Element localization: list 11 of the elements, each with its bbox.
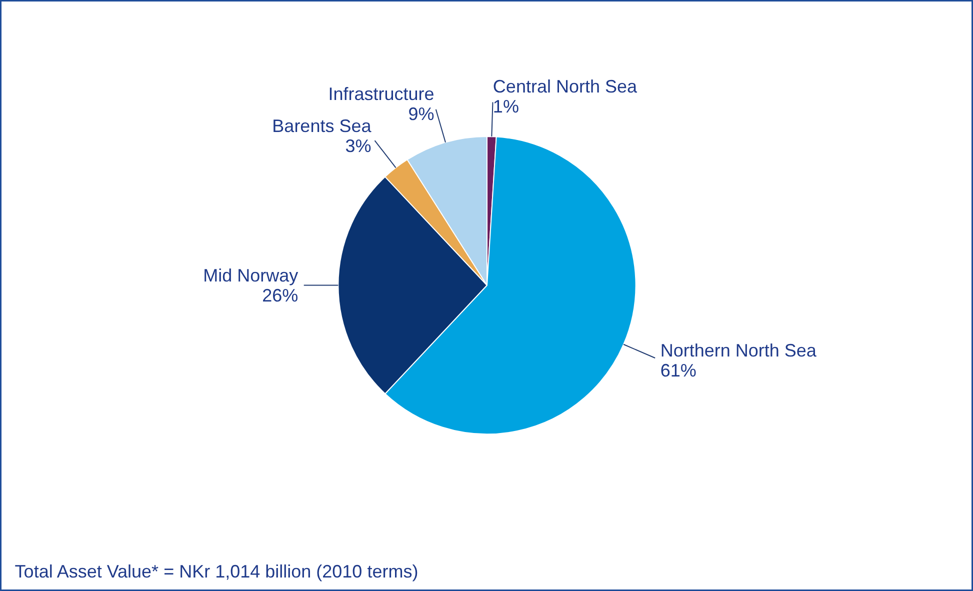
data-label: 9% bbox=[408, 104, 434, 124]
slice-label: Central North Sea bbox=[492, 76, 638, 96]
slice-label: Mid Norway bbox=[203, 265, 298, 286]
slice-label: Infrastructure bbox=[328, 84, 434, 104]
data-label: 3% bbox=[345, 136, 372, 156]
data-label: 26% bbox=[262, 285, 298, 306]
slice-label: Barents Sea bbox=[272, 116, 372, 136]
data-label: 61% bbox=[660, 360, 696, 380]
text: Total Asset Value* = NKr 1,014 billion (2010 terms) bbox=[14, 561, 418, 582]
data-label: 1% bbox=[492, 96, 519, 116]
slice-label: Northern North Sea bbox=[660, 340, 818, 360]
